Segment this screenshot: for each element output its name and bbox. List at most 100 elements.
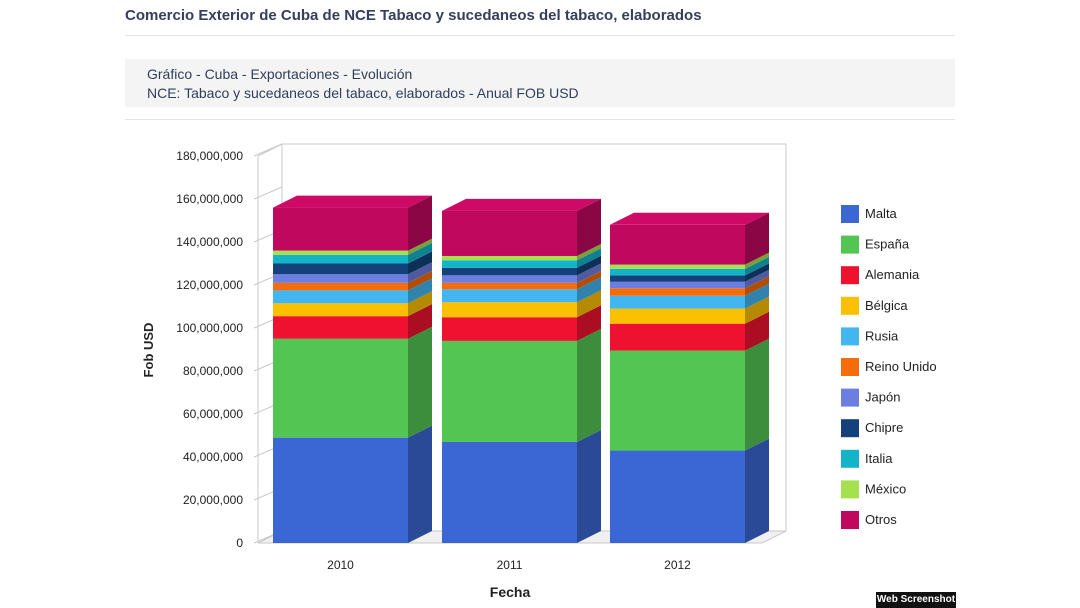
legend-item: Italia bbox=[841, 449, 893, 468]
bar-segment-side bbox=[745, 283, 769, 309]
bar-segment-side bbox=[408, 251, 432, 275]
bar-segment bbox=[442, 275, 577, 283]
bar-segment-side bbox=[408, 238, 432, 255]
bar-segment bbox=[273, 250, 408, 255]
legend-label: Malta bbox=[865, 206, 898, 221]
legend-swatch bbox=[841, 388, 859, 407]
bar-segment-side bbox=[745, 338, 769, 451]
bar-segment-side bbox=[577, 198, 601, 256]
bar-segment-side bbox=[408, 242, 432, 264]
bar-segment bbox=[610, 281, 745, 289]
bar-segment bbox=[273, 282, 408, 291]
subheader-line-1: Gráfico - Cuba - Exportaciones - Evoluci… bbox=[147, 66, 413, 82]
bar-stack bbox=[610, 212, 769, 543]
legend-swatch bbox=[841, 511, 859, 529]
y-tick-label: 80,000,000 bbox=[183, 364, 243, 378]
bar-segment bbox=[610, 224, 745, 265]
legend-item: Japón bbox=[841, 388, 900, 407]
x-tick-label: 2010 bbox=[327, 558, 354, 572]
bar-segment-side bbox=[745, 296, 769, 324]
subheader-divider bbox=[125, 119, 955, 120]
bar-segment bbox=[273, 207, 408, 251]
bar-top-face bbox=[442, 198, 601, 211]
legend-label: España bbox=[865, 237, 910, 252]
legend-item: Reino Unido bbox=[841, 358, 937, 376]
chart-subheader: Gráfico - Cuba - Exportaciones - Evoluci… bbox=[125, 59, 955, 107]
bar-segment bbox=[610, 268, 745, 276]
y-tick-label: 40,000,000 bbox=[183, 450, 243, 464]
legend-label: Chipre bbox=[865, 420, 903, 435]
legend-label: Italia bbox=[865, 451, 893, 466]
bar-segment bbox=[610, 264, 745, 269]
bar-segment bbox=[273, 274, 408, 283]
bar-segment bbox=[273, 437, 408, 543]
bar-segment bbox=[442, 317, 577, 341]
y-tick-label: 180,000,000 bbox=[176, 149, 243, 163]
bar-segment bbox=[442, 210, 577, 256]
bar-segment bbox=[442, 267, 577, 276]
bar-segment-side bbox=[745, 212, 769, 265]
y-tick-label: 100,000,000 bbox=[176, 321, 243, 335]
bar-segment-side bbox=[408, 195, 432, 251]
bar-segment-side bbox=[577, 243, 601, 261]
bar-top-face bbox=[273, 195, 432, 208]
bar-segment bbox=[273, 338, 408, 438]
legend-swatch bbox=[841, 296, 859, 315]
bar-segment-side bbox=[577, 277, 601, 303]
legend-item: Alemania bbox=[841, 266, 920, 285]
legend-swatch bbox=[841, 205, 859, 223]
legend-item: Rusia bbox=[841, 327, 899, 346]
bar-stack bbox=[442, 198, 601, 543]
y-axis-title: Fob USD bbox=[141, 323, 156, 378]
bar-stack bbox=[273, 195, 432, 543]
bar-segment bbox=[442, 340, 577, 442]
bar-segment bbox=[442, 260, 577, 268]
legend-swatch bbox=[841, 419, 859, 438]
legend-item: Otros bbox=[841, 511, 897, 529]
y-tick-label: 160,000,000 bbox=[176, 192, 243, 206]
legend-swatch bbox=[841, 235, 859, 254]
bar-segment bbox=[442, 289, 577, 303]
legend-item: México bbox=[841, 480, 906, 499]
bar-segment bbox=[610, 450, 745, 543]
bar-segment bbox=[610, 350, 745, 451]
y-tick-label: 120,000,000 bbox=[176, 278, 243, 292]
bar-top-face bbox=[610, 212, 769, 225]
legend-item: Chipre bbox=[841, 419, 903, 438]
bar-segment-side bbox=[745, 311, 769, 351]
bar-segment bbox=[442, 302, 577, 318]
legend-swatch bbox=[841, 266, 859, 285]
y-tick-label: 60,000,000 bbox=[183, 407, 243, 421]
x-tick-label: 2012 bbox=[664, 558, 691, 572]
bar-segment-side bbox=[577, 248, 601, 268]
bar-segment-side bbox=[408, 304, 432, 339]
bar-segment bbox=[442, 441, 577, 543]
legend-label: Alemania bbox=[865, 267, 920, 282]
legend-label: Japón bbox=[865, 390, 900, 405]
y-tick-label: 140,000,000 bbox=[176, 235, 243, 249]
y-tick-label: 0 bbox=[236, 536, 243, 550]
bar-segment-side bbox=[577, 263, 601, 283]
legend-label: Bélgica bbox=[865, 298, 908, 313]
legend-swatch bbox=[841, 358, 859, 376]
bar-segment bbox=[610, 295, 745, 309]
bar-segment bbox=[273, 316, 408, 339]
bar-segment-side bbox=[745, 252, 769, 269]
bar-segment bbox=[610, 288, 745, 296]
legend-item: Bélgica bbox=[841, 296, 908, 315]
legend-label: Reino Unido bbox=[865, 359, 937, 374]
bar-segment bbox=[610, 323, 745, 351]
legend-swatch bbox=[841, 327, 859, 346]
legend-item: España bbox=[841, 235, 910, 254]
bar-segment-side bbox=[408, 262, 432, 283]
bar-segment-side bbox=[577, 270, 601, 290]
bar-segment-side bbox=[577, 255, 601, 276]
legend-item: Malta bbox=[841, 205, 898, 223]
bar-segment bbox=[273, 290, 408, 304]
y-tick-label: 20,000,000 bbox=[183, 493, 243, 507]
bar-segment bbox=[273, 263, 408, 275]
bar-segment-side bbox=[745, 269, 769, 289]
bar-segment-side bbox=[408, 425, 432, 543]
legend-label: México bbox=[865, 481, 906, 496]
